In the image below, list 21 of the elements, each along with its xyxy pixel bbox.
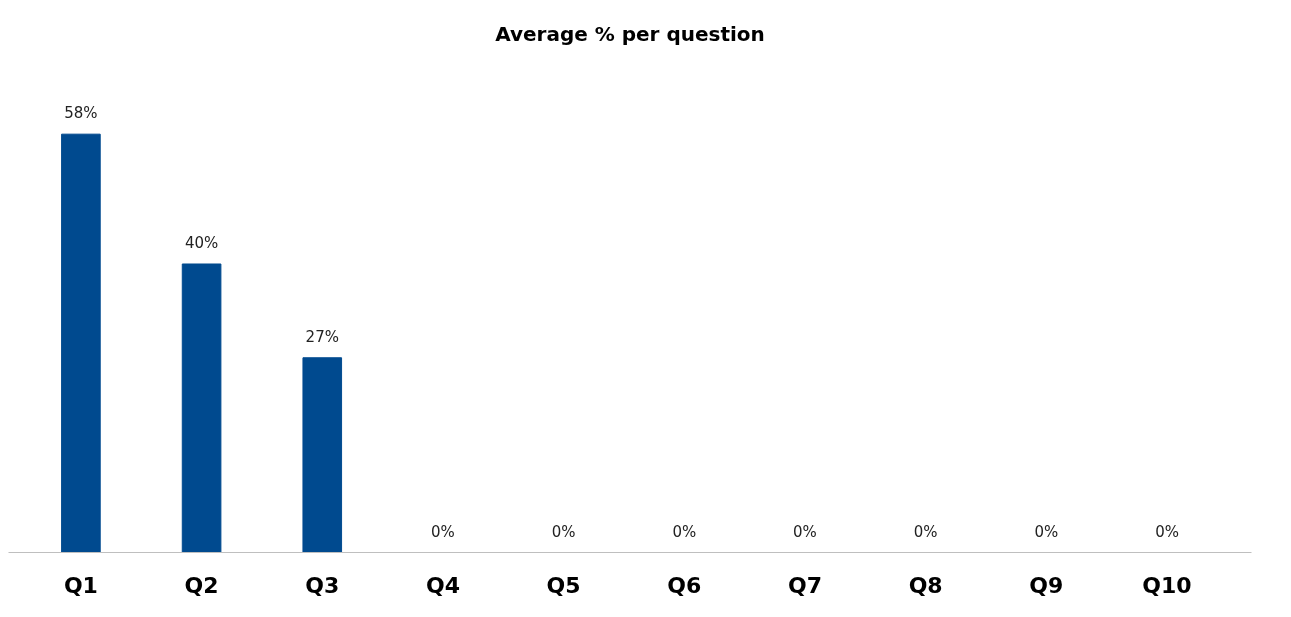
x-tick-label: Q10 xyxy=(1142,572,1192,598)
data-label: 27% xyxy=(305,327,339,346)
data-label: 0% xyxy=(551,522,576,541)
x-tick-label: Q9 xyxy=(1029,572,1064,598)
data-label: 0% xyxy=(1034,522,1059,541)
x-tick-label: Q6 xyxy=(667,572,702,598)
data-label: 58% xyxy=(64,104,98,123)
x-tick-label: Q4 xyxy=(425,572,460,598)
x-tick-label: Q5 xyxy=(546,572,581,598)
x-tick-label: Q8 xyxy=(908,572,943,598)
chart-title: Average % per question xyxy=(495,21,765,46)
data-label: 0% xyxy=(1155,522,1179,541)
x-tick-label: Q2 xyxy=(184,572,219,598)
x-tick-label: Q3 xyxy=(305,572,340,598)
x-tick-label: Q1 xyxy=(63,572,98,598)
data-label: 40% xyxy=(184,233,219,252)
data-label: 0% xyxy=(672,522,697,541)
x-tick-label: Q7 xyxy=(787,572,822,598)
data-label: 0% xyxy=(431,522,455,541)
data-label: 0% xyxy=(793,522,817,541)
data-label: 0% xyxy=(913,522,938,541)
